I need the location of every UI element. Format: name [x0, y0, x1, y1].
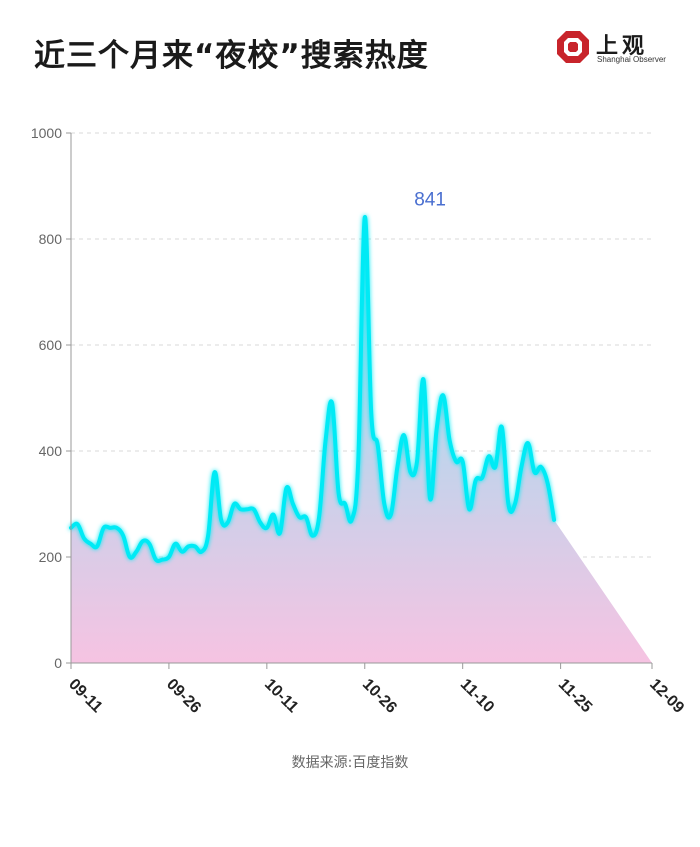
logo-text-en: Shanghai Observer	[597, 55, 666, 64]
x-tick-label: 09-26	[163, 676, 204, 717]
logo: 上观 Shanghai Observer	[556, 28, 676, 68]
x-tick-label: 10-11	[261, 676, 301, 716]
area-fill	[71, 216, 652, 663]
x-tick-label: 11-25	[555, 676, 595, 716]
y-tick-label: 1000	[31, 125, 62, 141]
data-source-note: 数据来源:百度指数	[291, 755, 409, 771]
y-tick-label: 600	[39, 337, 63, 353]
y-tick-label: 800	[39, 231, 63, 247]
peak-data-label: 841	[414, 189, 446, 210]
logo-text-cn: 上观	[596, 34, 649, 59]
page-title: 近三个月来“夜校”搜索热度	[34, 38, 429, 74]
y-tick-label: 0	[54, 655, 62, 671]
x-tick-label: 12-09	[646, 676, 687, 717]
series-line	[69, 215, 557, 564]
x-tick-label: 11-10	[457, 676, 497, 716]
logo-octagon-icon	[557, 31, 589, 63]
y-tick-label: 200	[39, 549, 63, 565]
x-tick-label: 09-11	[65, 676, 105, 716]
y-tick-label: 400	[39, 443, 63, 459]
x-tick-label: 10-26	[359, 676, 400, 717]
